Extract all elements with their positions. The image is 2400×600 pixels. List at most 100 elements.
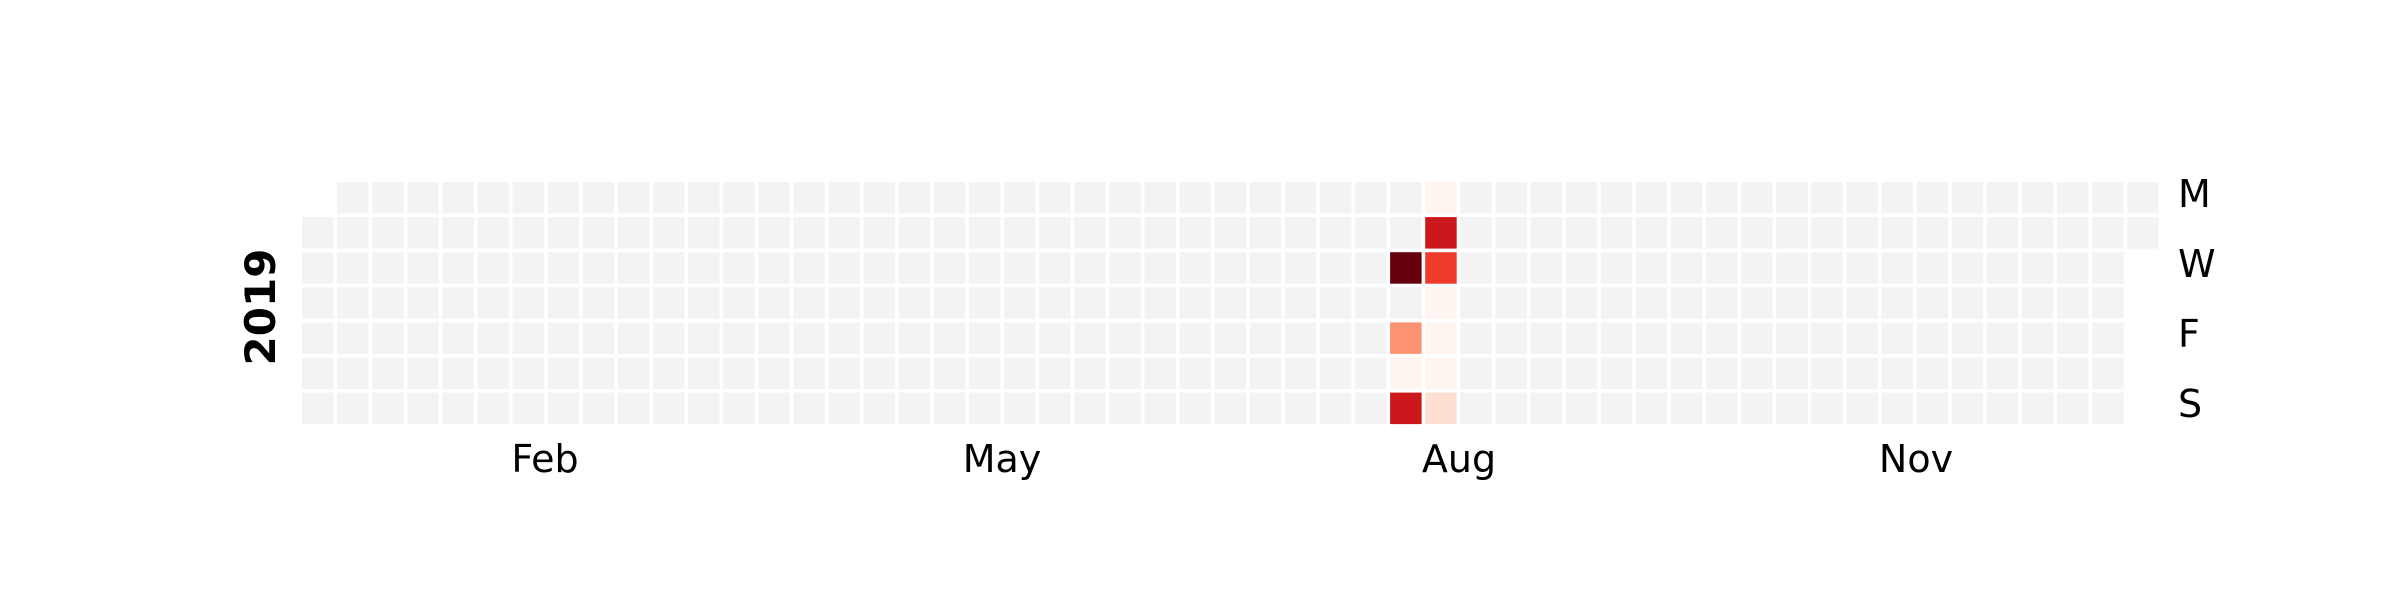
- heatmap-cell-2019-08-27: [1495, 217, 1527, 249]
- heatmap-cell-2019-11-18: [1916, 182, 1949, 214]
- heatmap-cell-2019-05-03: [898, 322, 931, 354]
- heatmap-cell-2019-10-09: [1706, 252, 1738, 284]
- heatmap-cell-2019-09-16: [1600, 182, 1633, 214]
- heatmap-cell-2019-06-24: [1179, 182, 1211, 214]
- heatmap-cell-2019-01-17: [372, 287, 404, 319]
- heatmap-cell-2019-09-04: [1530, 252, 1562, 284]
- heatmap-cell-2019-06-16: [1109, 392, 1141, 425]
- heatmap-cell-2019-08-18: [1425, 392, 1457, 425]
- heatmap-cell-2019-02-20: [547, 252, 580, 284]
- heatmap-cell-2019-12-23: [2092, 182, 2124, 214]
- heatmap-cell-2019-01-14: [372, 182, 404, 214]
- heatmap-cell-2019-06-26: [1179, 252, 1211, 284]
- heatmap-cell-2019-06-14: [1109, 322, 1141, 354]
- heatmap-cell-2019-12-15: [2021, 392, 2054, 425]
- heatmap-cell-2019-11-11: [1881, 182, 1913, 214]
- heatmap-cell-2019-06-13: [1109, 287, 1141, 319]
- heatmap-cell-2019-07-29: [1355, 182, 1387, 214]
- heatmap-cell-2019-12-30: [2127, 182, 2159, 214]
- heatmap-cell-2019-12-21: [2057, 357, 2089, 389]
- heatmap-cell-2019-08-21: [1460, 252, 1492, 284]
- heatmap-cell-2019-12-26: [2092, 287, 2124, 319]
- heatmap-cell-2019-08-15: [1425, 287, 1457, 319]
- heatmap-cell-2019-02-19: [547, 217, 580, 249]
- heatmap-cell-2019-02-07: [477, 287, 509, 319]
- heatmap-cell-2019-06-05: [1074, 252, 1106, 284]
- heatmap-cell-2019-02-12: [512, 217, 545, 249]
- heatmap-cell-2019-03-31: [723, 392, 755, 425]
- heatmap-cell-2019-03-10: [617, 392, 650, 425]
- heatmap-cell-2019-05-19: [968, 392, 1001, 425]
- heatmap-cell-2019-02-18: [547, 182, 580, 214]
- heatmap-cell-2019-10-18: [1741, 322, 1773, 354]
- heatmap-cell-2019-04-20: [828, 357, 860, 389]
- heatmap-cell-2019-05-11: [933, 357, 966, 389]
- heatmap-cell-2019-03-12: [653, 217, 685, 249]
- heatmap-cell-2019-06-10: [1109, 182, 1141, 214]
- heatmap-cell-2019-02-09: [477, 357, 509, 389]
- month-label-nov: Nov: [1879, 437, 1953, 481]
- heatmap-cell-2019-10-19: [1741, 357, 1773, 389]
- heatmap-cell-2019-07-16: [1284, 217, 1317, 249]
- heatmap-cell-2019-08-12: [1425, 182, 1457, 214]
- heatmap-cell-2019-07-14: [1249, 392, 1282, 425]
- heatmap-cell-2019-11-04: [1846, 182, 1878, 214]
- heatmap-cell-2019-05-02: [898, 287, 931, 319]
- heatmap-cell-2019-05-15: [968, 252, 1001, 284]
- heatmap-cell-2019-06-27: [1179, 287, 1211, 319]
- heatmap-cell-2019-10-02: [1670, 252, 1703, 284]
- heatmap-cell-2019-01-16: [372, 252, 404, 284]
- heatmap-cell-2019-11-28: [1951, 287, 1984, 319]
- heatmap-cell-2019-06-29: [1179, 357, 1211, 389]
- heatmap-cell-2019-08-14: [1425, 252, 1457, 284]
- heatmap-cell-2019-11-16: [1881, 357, 1913, 389]
- heatmap-cell-2019-02-10: [477, 392, 509, 425]
- heatmap-cell-2019-10-24: [1776, 287, 1808, 319]
- heatmap-cell-2019-08-26: [1495, 182, 1527, 214]
- heatmap-cell-2019-06-22: [1144, 357, 1176, 389]
- heatmap-cell-2019-11-24: [1916, 392, 1949, 425]
- heatmap-cell-2019-09-18: [1600, 252, 1633, 284]
- heatmap-cell-2019-02-27: [582, 252, 615, 284]
- heatmap-cell-2019-09-30: [1670, 182, 1703, 214]
- heatmap-cell-2019-06-28: [1179, 322, 1211, 354]
- heatmap-cell-2019-02-14: [512, 287, 545, 319]
- heatmap-cell-2019-07-05: [1214, 322, 1247, 354]
- heatmap-cell-2019-09-17: [1600, 217, 1633, 249]
- heatmap-cell-2019-04-19: [828, 322, 860, 354]
- heatmap-cell-2019-03-01: [582, 322, 615, 354]
- heatmap-cell-2019-12-05: [1986, 287, 2019, 319]
- heatmap-cell-2019-08-16: [1425, 322, 1457, 354]
- heatmap-cell-2019-03-27: [723, 252, 755, 284]
- heatmap-cell-2019-01-10: [337, 287, 369, 319]
- heatmap-cell-2019-10-20: [1741, 392, 1773, 425]
- heatmap-cell-2019-08-13: [1425, 217, 1457, 249]
- heatmap-cell-2019-09-19: [1600, 287, 1633, 319]
- heatmap-cell-2019-04-15: [828, 182, 860, 214]
- heatmap-cell-2019-03-25: [723, 182, 755, 214]
- heatmap-cell-2019-04-05: [758, 322, 790, 354]
- heatmap-cell-2019-05-08: [933, 252, 966, 284]
- heatmap-cell-2019-07-10: [1249, 252, 1282, 284]
- heatmap-cell-2019-10-23: [1776, 252, 1808, 284]
- heatmap-cell-2019-05-09: [933, 287, 966, 319]
- heatmap-cell-2019-01-27: [407, 392, 439, 425]
- heatmap-cell-2019-01-23: [407, 252, 439, 284]
- heatmap-cell-2019-01-19: [372, 357, 404, 389]
- heatmap-cell-2019-07-03: [1214, 252, 1247, 284]
- heatmap-cell-2019-12-24: [2092, 217, 2124, 249]
- heatmap-cell-2019-02-11: [512, 182, 545, 214]
- heatmap-cell-2019-09-28: [1635, 357, 1668, 389]
- heatmap-cell-2019-03-03: [582, 392, 615, 425]
- heatmap-cell-2019-10-07: [1706, 182, 1738, 214]
- heatmap-cell-2019-05-31: [1039, 322, 1071, 354]
- heatmap-cell-2019-07-12: [1249, 322, 1282, 354]
- heatmap-cell-2019-09-07: [1530, 357, 1562, 389]
- heatmap-cell-2019-01-05: [302, 357, 334, 389]
- heatmap-cell-2019-05-23: [1004, 287, 1036, 319]
- heatmap-cell-2019-09-21: [1600, 357, 1633, 389]
- heatmap-cell-2019-06-03: [1074, 182, 1106, 214]
- heatmap-cell-2019-10-03: [1670, 287, 1703, 319]
- heatmap-cell-2019-09-27: [1635, 322, 1668, 354]
